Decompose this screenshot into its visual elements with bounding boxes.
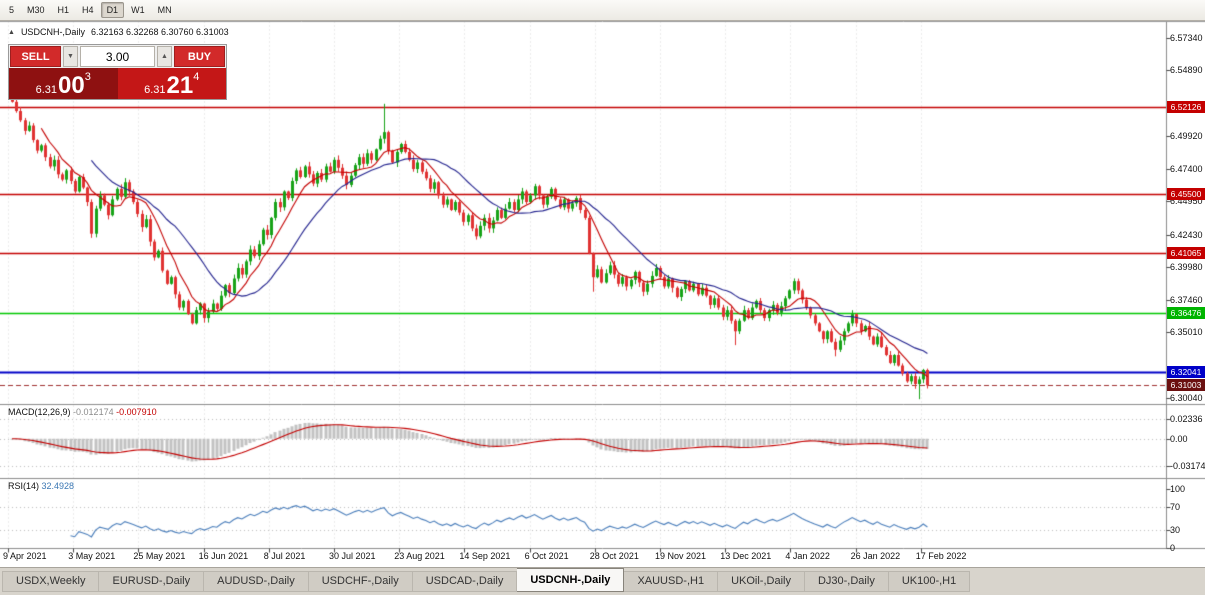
macd-signal-value: -0.007910 xyxy=(116,407,157,417)
price-level-badge: 6.36476 xyxy=(1167,307,1205,320)
price-level-badge: 6.52126 xyxy=(1167,100,1205,113)
date-label: 4 Jan 2022 xyxy=(785,551,830,561)
price-axis-label: 6.30040 xyxy=(1170,393,1203,403)
sell-price-display[interactable]: 6.31 00 3 xyxy=(9,68,118,99)
sell-price-big-digits: 00 xyxy=(58,72,85,99)
sell-button[interactable]: SELL xyxy=(10,46,61,67)
timeframe-button-mn[interactable]: MN xyxy=(157,5,172,15)
price-axis-label: 6.57340 xyxy=(1170,33,1203,43)
price-axis-label: 6.35010 xyxy=(1170,327,1203,338)
chevron-up-icon: ▲ xyxy=(161,53,168,60)
chart-tab-usdcad-daily[interactable]: USDCAD-,Daily xyxy=(412,571,518,592)
buy-button[interactable]: BUY xyxy=(174,46,225,67)
chart-title-bar: ▲ USDCNH-,Daily 6.32163 6.32268 6.30760 … xyxy=(8,27,229,37)
chart-tab-usdchf-daily[interactable]: USDCHF-,Daily xyxy=(308,571,413,592)
price-level-badge: 6.45500 xyxy=(1167,188,1205,201)
price-axis-label: 6.37460 xyxy=(1170,295,1203,306)
macd-name: MACD(12,26,9) xyxy=(8,407,71,417)
price-axis-label: 6.54890 xyxy=(1170,65,1203,76)
sell-price-prefix: 6.31 xyxy=(35,84,58,96)
date-label: 28 Oct 2021 xyxy=(589,551,639,561)
date-label: 19 Nov 2021 xyxy=(655,551,707,561)
macd-value: -0.012174 xyxy=(73,407,114,417)
rsi-indicator-label: RSI(14) 32.4928 xyxy=(8,481,74,491)
chart-ohlc-values: 6.32163 6.32268 6.30760 6.31003 xyxy=(90,27,229,37)
buy-price-prefix: 6.31 xyxy=(144,84,166,96)
chevron-down-icon: ▼ xyxy=(67,53,74,60)
timeframe-button-w1[interactable]: W1 xyxy=(131,5,145,15)
volume-decrease-button[interactable]: ▼ xyxy=(63,46,78,67)
rsi-axis-label: 0 xyxy=(1170,542,1176,553)
volume-input[interactable]: 3.00 xyxy=(80,46,155,67)
date-label: 17 Feb 2022 xyxy=(915,551,967,561)
buy-price-superscript: 4 xyxy=(193,71,200,83)
macd-axis-label: -0.03174 xyxy=(1170,460,1205,471)
trade-controls-row: SELL ▼ 3.00 ▲ BUY xyxy=(9,45,226,68)
chart-tab-audusd-daily[interactable]: AUDUSD-,Daily xyxy=(204,571,309,592)
price-axis-label: 6.42430 xyxy=(1170,229,1203,240)
chart-tab-eurusd-daily[interactable]: EURUSD-,Daily xyxy=(99,571,205,592)
price-axis-label: 6.47400 xyxy=(1170,164,1203,175)
date-label: 6 Oct 2021 xyxy=(524,551,569,561)
price-axis-label: 6.44950 xyxy=(1170,196,1203,207)
date-label: 8 Jul 2021 xyxy=(263,551,306,561)
timeframe-button-h1[interactable]: H1 xyxy=(57,5,70,15)
collapse-arrow-icon[interactable]: ▲ xyxy=(8,28,15,36)
rsi-axis-label: 30 xyxy=(1170,524,1181,535)
macd-axis-label: 0.02336 xyxy=(1170,414,1203,424)
rsi-name: RSI(14) xyxy=(8,481,40,491)
timeframe-button-5[interactable]: 5 xyxy=(9,5,15,15)
chart-tab-usdx-weekly[interactable]: USDX,Weekly xyxy=(2,571,100,592)
price-axis-label: 6.39980 xyxy=(1170,261,1203,272)
buy-price-display[interactable]: 6.31 21 4 xyxy=(117,68,226,99)
chart-tab-dj30-daily[interactable]: DJ30-,Daily xyxy=(804,571,889,592)
timeframe-button-m30[interactable]: M30 xyxy=(27,5,45,15)
date-label: 30 Jul 2021 xyxy=(329,551,376,561)
date-label: 26 Jan 2022 xyxy=(850,551,901,561)
chart-tab-uk100-h1[interactable]: UK100-,H1 xyxy=(888,571,971,592)
date-label: 16 Jun 2021 xyxy=(198,551,249,561)
volume-increase-button[interactable]: ▲ xyxy=(157,46,172,67)
date-label: 9 Apr 2021 xyxy=(3,551,47,561)
rsi-axis-label: 70 xyxy=(1170,501,1181,512)
chart-tabs-bar: USDX,Weekly EURUSD-,Daily AUDUSD-,Daily USD… xyxy=(0,567,1205,595)
price-level-badge: 6.41065 xyxy=(1167,246,1205,259)
price-level-badge: 6.32041 xyxy=(1167,365,1205,378)
macd-indicator-label: MACD(12,26,9) -0.012174 -0.007910 xyxy=(8,407,157,417)
one-click-trading-panel: SELL ▼ 3.00 ▲ BUY 6.31 00 3 6.31 21 4 xyxy=(8,44,227,100)
macd-axis-label: 0.00 xyxy=(1170,433,1188,444)
date-label: 13 Dec 2021 xyxy=(720,551,772,561)
buy-price-big-digits: 21 xyxy=(166,72,194,99)
chart-tab-ukoil-daily[interactable]: UKOil-,Daily xyxy=(718,571,805,592)
timeframe-button-h4[interactable]: H4 xyxy=(82,5,94,15)
timeframe-toolbar: 5 M30 H1 H4 D1 W1 MN xyxy=(0,0,1205,21)
chart-tab-xauusd-h1[interactable]: XAUUSD-,H1 xyxy=(624,571,719,592)
chart-symbol-title: USDCNH-,Daily xyxy=(20,27,85,37)
date-label: 14 Sep 2021 xyxy=(459,551,511,561)
timeframe-button-d1[interactable]: D1 xyxy=(100,2,125,18)
date-label: 23 Aug 2021 xyxy=(394,551,445,561)
rsi-axis-label: 100 xyxy=(1170,484,1186,494)
date-label: 3 May 2021 xyxy=(68,551,116,561)
date-label: 25 May 2021 xyxy=(133,551,186,561)
price-level-badge: 6.31003 xyxy=(1167,379,1205,392)
trade-quotes-row: 6.31 00 3 6.31 21 4 xyxy=(9,68,226,99)
price-axis-label: 6.49920 xyxy=(1170,130,1203,141)
sell-price-superscript: 3 xyxy=(84,71,91,83)
chart-tab-usdcnh-daily[interactable]: USDCNH-,Daily xyxy=(517,568,625,592)
rsi-value: 32.4928 xyxy=(41,481,75,491)
